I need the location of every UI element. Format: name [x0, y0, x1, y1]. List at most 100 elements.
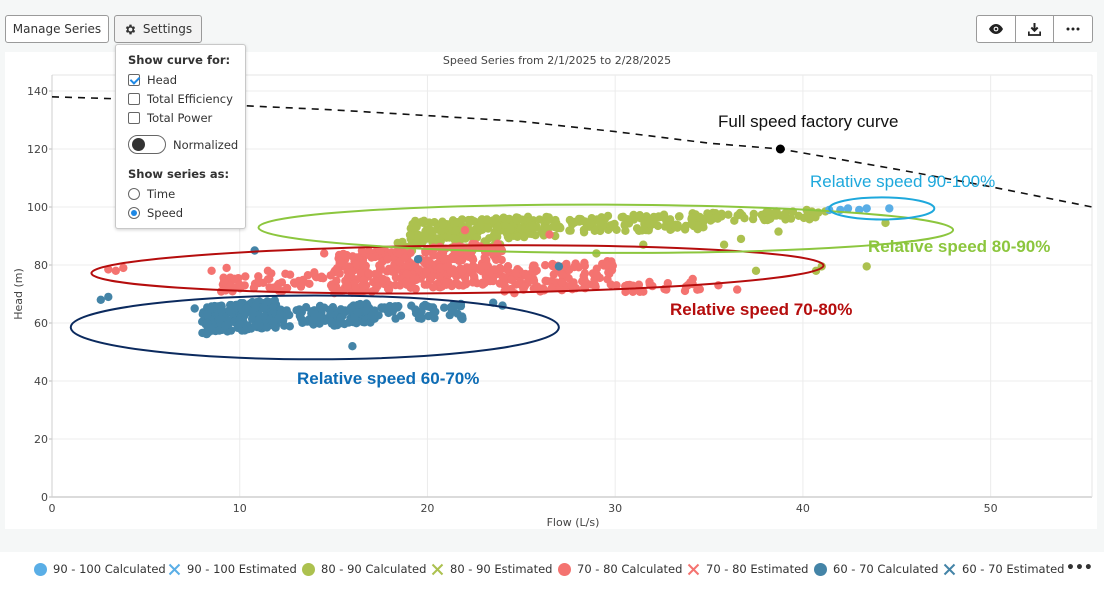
legend-label: 70 - 80 Calculated — [577, 562, 683, 576]
data-point — [751, 266, 761, 275]
data-point — [736, 234, 746, 244]
settings-dropdown: Show curve for: Head Total Efficiency To… — [115, 44, 246, 229]
data-point — [190, 304, 199, 313]
curve-option-total-efficiency[interactable]: Total Efficiency — [128, 92, 233, 106]
more-options-button[interactable] — [1054, 16, 1092, 42]
data-point — [341, 276, 350, 286]
data-point — [216, 314, 225, 324]
speed-ellipse — [257, 203, 955, 254]
y-tick-label: 120 — [27, 143, 48, 156]
data-point — [557, 278, 566, 287]
speed-ellipses — [69, 196, 955, 361]
data-point — [590, 226, 599, 235]
y-tick-label: 80 — [34, 259, 48, 272]
total-efficiency-checkbox[interactable] — [128, 93, 140, 105]
data-point — [632, 224, 642, 233]
data-point — [645, 219, 654, 228]
speed-ellipse — [828, 196, 936, 221]
data-point — [619, 212, 628, 221]
legend-x-icon — [168, 563, 181, 576]
data-point — [511, 268, 520, 277]
legend-item[interactable]: 80 - 90 Estimated — [431, 562, 552, 576]
data-point — [328, 283, 337, 292]
data-point — [456, 313, 466, 322]
data-point — [497, 255, 506, 265]
time-radio[interactable] — [128, 188, 140, 200]
data-point — [226, 326, 236, 335]
data-point — [706, 216, 715, 225]
legend-label: 80 - 90 Calculated — [321, 562, 427, 576]
data-point — [234, 300, 243, 310]
data-point — [687, 219, 696, 228]
axes: 0 20 40 60 80 100 120 140 0 10 20 30 40 50 — [27, 75, 1093, 515]
data-point — [457, 215, 466, 225]
data-point — [862, 262, 871, 271]
data-point — [310, 310, 320, 319]
settings-button[interactable]: Settings — [114, 15, 202, 43]
legend-item[interactable]: 80 - 90 Calculated — [302, 562, 426, 576]
data-point — [472, 233, 482, 242]
manage-series-label: Manage Series — [12, 22, 102, 36]
data-point — [277, 278, 287, 287]
data-point — [431, 307, 440, 316]
annotation-factory-curve: Full speed factory curve — [718, 112, 899, 131]
data-point — [513, 232, 522, 241]
data-point — [111, 266, 121, 275]
legend-dot-icon — [814, 562, 827, 576]
data-point — [482, 215, 492, 224]
data-point — [226, 300, 236, 310]
normalized-toggle-row[interactable]: Normalized — [128, 135, 238, 154]
manage-series-button[interactable]: Manage Series — [5, 15, 109, 43]
data-point — [529, 276, 539, 285]
data-point — [263, 266, 273, 275]
legend-more-button[interactable]: ••• — [1066, 560, 1093, 576]
data-point — [336, 317, 345, 327]
annotation-speed-70-80: Relative speed 70-80% — [670, 300, 853, 319]
data-point — [570, 262, 579, 272]
data-point — [296, 282, 306, 291]
legend-item[interactable]: 60 - 70 Calculated — [814, 562, 938, 576]
legend-item[interactable]: 60 - 70 Estimated — [943, 562, 1064, 576]
normalized-toggle[interactable] — [128, 135, 166, 154]
legend-item[interactable]: 90 - 100 Estimated — [168, 562, 297, 576]
data-point — [580, 258, 589, 267]
data-point — [274, 314, 284, 323]
legend-item[interactable]: 70 - 80 Estimated — [687, 562, 808, 576]
data-point — [96, 295, 106, 304]
data-point — [547, 283, 556, 293]
annotation-speed-80-90: Relative speed 80-90% — [868, 237, 1051, 256]
data-point — [477, 262, 486, 271]
view-button[interactable] — [977, 16, 1016, 42]
data-point — [733, 285, 742, 294]
data-point — [855, 205, 864, 215]
legend-label: 80 - 90 Estimated — [450, 562, 553, 576]
curve-option-label: Total Power — [147, 111, 213, 125]
y-tick-label: 20 — [34, 433, 48, 446]
series-option-speed[interactable]: Speed — [128, 206, 183, 220]
data-point — [719, 240, 729, 249]
data-point — [219, 277, 229, 286]
series-option-time[interactable]: Time — [128, 187, 175, 201]
curve-option-total-power[interactable]: Total Power — [128, 111, 212, 125]
legend-item[interactable]: 90 - 100 Calculated — [34, 562, 166, 576]
data-point — [458, 266, 467, 276]
data-point — [499, 273, 509, 282]
total-power-checkbox[interactable] — [128, 112, 140, 124]
curve-option-head[interactable]: Head — [128, 73, 177, 87]
data-point — [207, 266, 216, 275]
legend-item[interactable]: 70 - 80 Calculated — [558, 562, 682, 576]
download-button[interactable] — [1016, 16, 1055, 42]
data-point — [222, 263, 231, 273]
data-points — [96, 204, 894, 351]
data-point — [383, 255, 392, 264]
speed-radio[interactable] — [128, 207, 140, 219]
data-point — [525, 229, 534, 238]
data-point — [104, 292, 113, 302]
data-point — [570, 218, 580, 227]
data-point — [582, 278, 591, 288]
data-point — [326, 271, 335, 280]
data-point — [749, 209, 758, 219]
head-checkbox[interactable] — [128, 74, 140, 86]
data-point — [693, 285, 702, 294]
data-point — [605, 269, 614, 278]
